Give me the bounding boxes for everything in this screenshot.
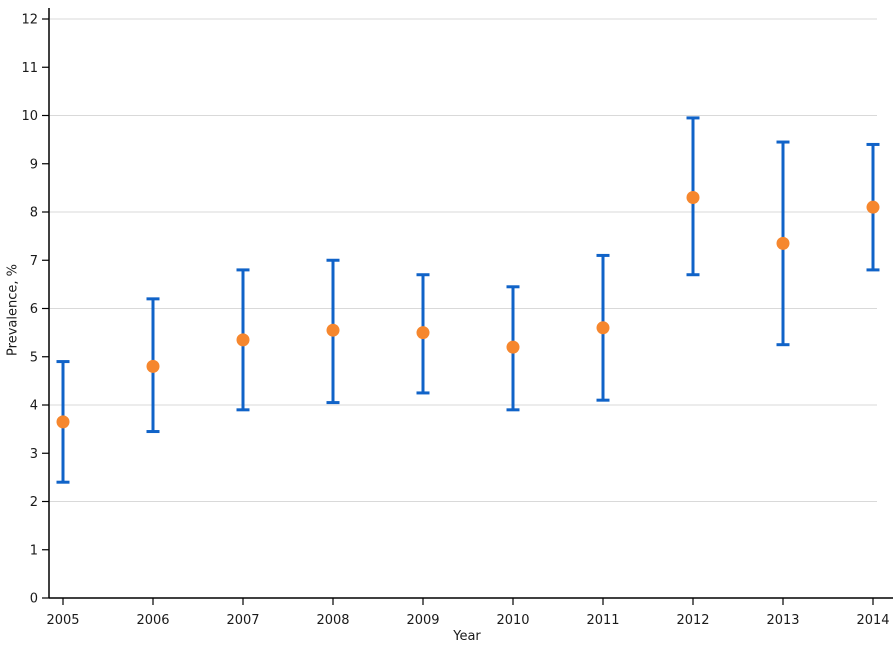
y-tick-label-0: 0 (30, 592, 38, 607)
y-tick-label-8: 8 (30, 206, 38, 221)
y-tick-label-4: 4 (30, 399, 38, 414)
data-point-2011 (596, 321, 610, 335)
data-point-2012 (686, 191, 700, 205)
y-tick-label-5: 5 (30, 350, 38, 365)
y-tick-label-10: 10 (21, 109, 38, 124)
y-tick-label-12: 12 (21, 13, 38, 28)
y-tick-label-6: 6 (30, 302, 38, 317)
x-tick-label-2006: 2006 (136, 613, 169, 628)
y-tick-label-9: 9 (30, 157, 38, 172)
x-tick-label-2009: 2009 (406, 613, 439, 628)
y-tick-label-2: 2 (30, 495, 38, 510)
y-tick-label-3: 3 (30, 447, 38, 462)
x-tick-label-2007: 2007 (226, 613, 259, 628)
x-tick-label-2012: 2012 (676, 613, 709, 628)
data-point-2006 (146, 359, 160, 373)
x-tick-label-2008: 2008 (316, 613, 349, 628)
error-bars-series-Prevalence (56, 116, 880, 484)
data-point-2013 (776, 236, 790, 250)
y-tick-label-7: 7 (30, 254, 38, 269)
x-tick-label-2014: 2014 (856, 613, 889, 628)
x-axis-ticks: 2005 2006 2007 2008 2009 2010 2011 2012 2013 2014 (46, 598, 890, 628)
y-tick-label-1: 1 (30, 543, 38, 558)
data-point-2014 (866, 200, 880, 214)
x-tick-label-2010: 2010 (496, 613, 529, 628)
x-tick-label-2013: 2013 (766, 613, 799, 628)
data-point-2005 (56, 415, 70, 429)
data-points-series-Prevalence (56, 191, 880, 429)
data-point-2009 (416, 326, 430, 340)
x-tick-label-2011: 2011 (586, 613, 619, 628)
y-tick-label-11: 11 (21, 61, 38, 76)
y-axis-title: Prevalence, % (5, 264, 21, 356)
x-axis-title: Year (453, 629, 481, 644)
gridlines (50, 18, 877, 502)
axes (48, 8, 893, 599)
x-tick-label-2005: 2005 (46, 613, 79, 628)
data-point-2010 (506, 340, 520, 354)
data-point-2008 (326, 323, 340, 337)
data-point-2007 (236, 333, 250, 347)
